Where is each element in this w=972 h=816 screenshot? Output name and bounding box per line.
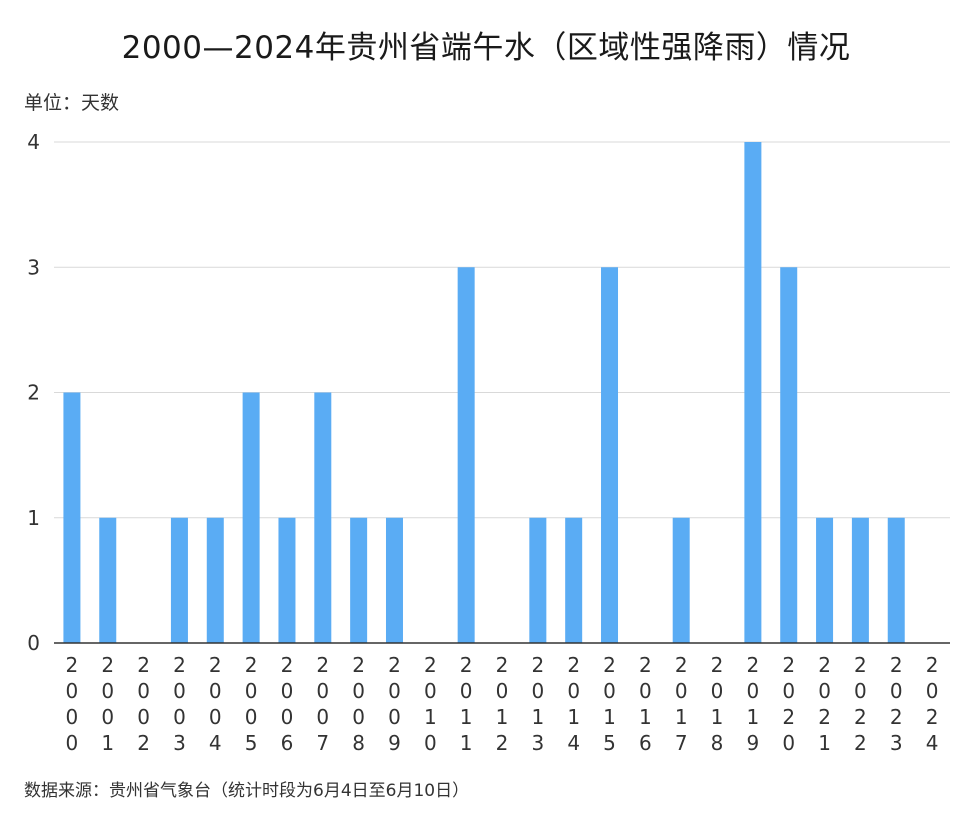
bar-2020 [780, 267, 798, 643]
bar-2011 [457, 267, 475, 643]
bars [63, 142, 905, 643]
bar-2022 [851, 517, 869, 643]
bar-2001 [99, 517, 117, 643]
bar-2017 [672, 517, 690, 643]
bar-2009 [385, 517, 403, 643]
bar-2013 [529, 517, 547, 643]
chart-title: 2000—2024年贵州省端午水（区域性强降雨）情况 [121, 30, 851, 66]
bar-2019 [744, 142, 762, 643]
bar-2000 [63, 392, 81, 643]
source-note: 数据来源：贵州省气象台（统计时段为6月4日至6月10日） [24, 781, 470, 801]
x-tick-labels: 2 0 0 0 2 0 0 1 2 0 0 2 2 0 0 3 2 0 0 4 2 0 0 5 2 0 0 6 2 0 0 7 2 0 0 8 2 0 0 9… [66, 653, 939, 755]
bar-2023 [887, 517, 905, 643]
bar-2006 [278, 517, 296, 643]
unit-label: 单位：天数 [24, 92, 120, 114]
y-tick-label: 3 [27, 255, 40, 279]
bar-2015 [601, 267, 619, 643]
bar-2021 [816, 517, 834, 643]
y-tick-label: 0 [27, 631, 40, 655]
bar-2004 [206, 517, 224, 643]
y-tick-label: 2 [27, 381, 40, 405]
bar-2008 [350, 517, 368, 643]
y-tick-label: 1 [27, 506, 40, 530]
y-tick-labels: 0 1 2 3 4 [27, 130, 40, 655]
bar-2005 [242, 392, 260, 643]
bar-2003 [170, 517, 188, 643]
bar-2007 [314, 392, 332, 643]
y-tick-label: 4 [27, 130, 40, 154]
grid-lines [54, 141, 950, 519]
bar-2014 [565, 517, 583, 643]
